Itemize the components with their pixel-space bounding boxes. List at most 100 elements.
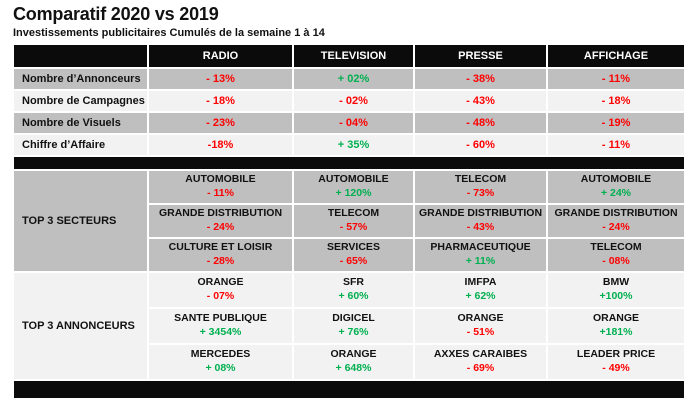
page-subtitle: Investissements publicitaires Cumulés de… (13, 27, 325, 39)
page-title: Comparatif 2020 vs 2019 (13, 4, 219, 24)
sector-cell: GRANDE DISTRIBUTION - 24% (149, 205, 292, 237)
sector-name: AUTOMOBILE (580, 173, 652, 186)
metric-row-label: Nombre de Visuels (14, 113, 147, 133)
advertiser-value: + 3454% (199, 326, 242, 338)
advertiser-name: ORANGE (592, 312, 640, 325)
metric-row-label: Chiffre d’Affaire (14, 135, 147, 155)
sector-cell: GRANDE DISTRIBUTION - 24% (548, 205, 684, 237)
metric-value-cell: - 60% (415, 135, 546, 155)
section-label-top-secteurs: TOP 3 SECTEURS (14, 171, 147, 271)
advertiser-value: + 62% (465, 290, 496, 302)
sector-name: PHARMACEUTIQUE (430, 241, 531, 254)
sector-cell: AUTOMOBILE + 24% (548, 171, 684, 203)
corner-header-cell (14, 45, 147, 67)
metric-value-cell: - 13% (149, 69, 292, 89)
advertiser-name: SANTE PUBLIQUE (174, 312, 267, 325)
sector-value: - 28% (206, 255, 235, 267)
sector-value: - 57% (339, 221, 368, 233)
advertiser-cell: ORANGE +181% (548, 309, 684, 343)
advertiser-cell: LEADER PRICE - 49% (548, 345, 684, 379)
sector-name: GRANDE DISTRIBUTION (418, 207, 543, 220)
sector-name: GRANDE DISTRIBUTION (158, 207, 283, 220)
column-header-television: TELEVISION (294, 45, 413, 67)
sector-cell: AUTOMOBILE + 120% (294, 171, 413, 203)
advertiser-cell: SANTE PUBLIQUE + 3454% (149, 309, 292, 343)
advertiser-name: ORANGE (197, 276, 244, 289)
sector-name: TELECOM (327, 207, 380, 220)
metric-value-cell: - 48% (415, 113, 546, 133)
metric-value-cell: - 02% (294, 91, 413, 111)
sector-value: + 120% (335, 187, 372, 199)
advertiser-cell: IMFPA + 62% (415, 273, 546, 307)
advertiser-value: - 51% (466, 326, 495, 338)
metric-value-cell: - 11% (548, 69, 684, 89)
sector-value: + 11% (465, 255, 496, 267)
advertiser-cell: ORANGE - 07% (149, 273, 292, 307)
sector-name: CULTURE ET LOISIR (168, 241, 273, 254)
sector-cell: TELECOM - 08% (548, 239, 684, 271)
metric-row-label: Nombre de Campagnes (14, 91, 147, 111)
metric-row-label: Nombre d’Annonceurs (14, 69, 147, 89)
sector-value: - 65% (339, 255, 368, 267)
metric-value-cell: - 19% (548, 113, 684, 133)
advertiser-name: MERCEDES (190, 348, 251, 361)
sector-name: TELECOM (590, 241, 642, 254)
advertiser-cell: ORANGE + 648% (294, 345, 413, 379)
advertiser-cell: BMW +100% (548, 273, 684, 307)
metric-value-cell: + 02% (294, 69, 413, 89)
advertiser-cell: MERCEDES + 08% (149, 345, 292, 379)
sector-cell: CULTURE ET LOISIR - 28% (149, 239, 292, 271)
sector-name: SERVICES (327, 241, 380, 254)
advertiser-value: +181% (599, 326, 633, 338)
advertiser-name: IMFPA (464, 276, 497, 289)
advertiser-value: + 76% (338, 326, 369, 338)
column-header-radio: RADIO (149, 45, 292, 67)
advertiser-value: + 648% (335, 362, 372, 374)
metric-value-cell: - 23% (149, 113, 292, 133)
advertiser-name: ORANGE (457, 312, 504, 325)
advertiser-name: ORANGE (330, 348, 377, 361)
column-header-presse: PRESSE (415, 45, 546, 67)
advertiser-cell: DIGICEL + 76% (294, 309, 413, 343)
sector-value: - 73% (466, 187, 495, 199)
advertiser-name: AXXES CARAIBES (433, 348, 528, 361)
sector-cell: TELECOM - 57% (294, 205, 413, 237)
sector-cell: SERVICES - 65% (294, 239, 413, 271)
advertiser-cell: SFR + 60% (294, 273, 413, 307)
advertiser-name: LEADER PRICE (576, 348, 656, 361)
table-footer-bar (14, 381, 684, 398)
metric-value-cell: + 35% (294, 135, 413, 155)
sector-value: - 43% (466, 221, 495, 233)
sector-value: - 08% (602, 255, 630, 267)
sector-name: GRANDE DISTRIBUTION (554, 207, 678, 220)
sector-value: - 24% (602, 221, 630, 233)
advertiser-value: - 07% (206, 290, 235, 302)
advertiser-value: + 08% (205, 362, 236, 374)
metric-value-cell: - 43% (415, 91, 546, 111)
sector-value: + 24% (600, 187, 632, 199)
sector-cell: PHARMACEUTIQUE + 11% (415, 239, 546, 271)
advertiser-name: DIGICEL (332, 312, 375, 325)
advertiser-value: + 60% (338, 290, 369, 302)
advertiser-name: SFR (343, 276, 364, 289)
section-label-top-annonceurs: TOP 3 ANNONCEURS (14, 273, 147, 379)
sector-value: - 24% (206, 221, 235, 233)
metric-value-cell: - 11% (548, 135, 684, 155)
metric-value-cell: - 18% (548, 91, 684, 111)
sector-name: AUTOMOBILE (318, 173, 389, 186)
sector-cell: AUTOMOBILE - 11% (149, 171, 292, 203)
advertiser-value: - 49% (602, 362, 630, 374)
advertiser-value: - 69% (466, 362, 495, 374)
advertiser-cell: ORANGE - 51% (415, 309, 546, 343)
sector-cell: TELECOM - 73% (415, 171, 546, 203)
sector-value: - 11% (207, 187, 234, 199)
metric-value-cell: - 18% (149, 91, 292, 111)
metric-value-cell: - 38% (415, 69, 546, 89)
metric-value-cell: -18% (149, 135, 292, 155)
column-header-affichage: AFFICHAGE (548, 45, 684, 67)
sector-name: TELECOM (454, 173, 507, 186)
advertiser-name: BMW (602, 276, 630, 289)
advertiser-cell: AXXES CARAIBES - 69% (415, 345, 546, 379)
advertiser-value: +100% (599, 290, 633, 302)
